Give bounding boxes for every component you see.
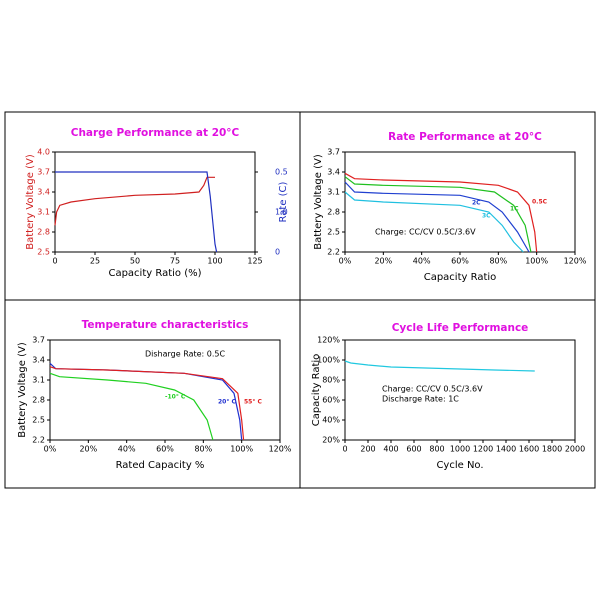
annotation: Discharge Rate: 1C	[382, 395, 459, 404]
x-tick-label: 40%	[413, 257, 431, 266]
x-tick-label: 20%	[79, 445, 97, 454]
x-tick-label: 25	[90, 257, 100, 266]
y2-tick-label: 0	[275, 248, 280, 257]
y2-tick-label: 1.0	[275, 208, 288, 217]
y-tick-label: 2.2	[327, 248, 340, 257]
x-axis-label: Capacity Ratio (%)	[108, 268, 201, 279]
series-line	[49, 372, 214, 441]
x-tick-label: 125	[247, 257, 262, 266]
y-tick-label: 80%	[322, 376, 340, 385]
y-tick-label: 2.8	[32, 396, 45, 405]
x-tick-label: 1200	[473, 445, 493, 454]
y-tick-label: 120%	[317, 336, 340, 345]
chart-title: Rate Performance at 20°C	[388, 131, 542, 143]
x-tick-label: 400	[383, 445, 398, 454]
annotation: Charge: CC/CV 0.5C/3.6V	[382, 385, 483, 394]
chart-title: Charge Performance at 20°C	[71, 127, 240, 139]
y-tick-label: 2.2	[32, 436, 45, 445]
x-tick-label: 60%	[156, 445, 174, 454]
series-label: 55° C	[244, 399, 262, 406]
annotation: Disharge Rate: 0.5C	[145, 350, 226, 359]
chart-title: Cycle Life Performance	[392, 322, 529, 334]
series-line	[344, 360, 535, 372]
x-tick-label: 0	[52, 257, 57, 266]
x-tick-label: 75	[170, 257, 180, 266]
series-line	[54, 176, 215, 226]
y2-tick-label: 0.5	[275, 168, 288, 177]
x-tick-label: 600	[406, 445, 421, 454]
x-axis-label: Rated Capacity %	[116, 460, 205, 471]
y-tick-label: 40%	[322, 416, 340, 425]
series-label: -10° C	[165, 394, 186, 401]
x-axis-label: Capacity Ratio	[424, 272, 497, 283]
y-tick-label: 3.1	[37, 208, 50, 217]
y-tick-label: 3.7	[32, 336, 45, 345]
x-tick-label: 1600	[519, 445, 539, 454]
x-tick-label: 120%	[269, 445, 292, 454]
y2-axis-label: Rate (C)	[278, 181, 289, 222]
y-tick-label: 60%	[322, 396, 340, 405]
x-tick-label: 50	[130, 257, 140, 266]
series-label: 3C	[482, 213, 491, 220]
x-tick-label: 40%	[118, 445, 136, 454]
y-tick-label: 3.4	[32, 356, 45, 365]
chart-title: Temperature characteristics	[82, 319, 249, 331]
series-line	[49, 366, 245, 441]
x-tick-label: 1800	[542, 445, 562, 454]
x-tick-label: 100%	[525, 257, 548, 266]
x-tick-label: 800	[429, 445, 444, 454]
y-tick-label: 2.5	[327, 228, 340, 237]
y-tick-label: 2.8	[327, 208, 340, 217]
x-tick-label: 100	[207, 257, 222, 266]
y-tick-label: 4.0	[37, 148, 50, 157]
y-tick-label: 3.7	[327, 148, 340, 157]
series-label: 0.5C	[532, 199, 548, 206]
x-tick-label: 80%	[489, 257, 507, 266]
y-tick-label: 2.5	[37, 248, 50, 257]
y-tick-label: 3.4	[327, 168, 340, 177]
x-tick-label: 200	[360, 445, 375, 454]
series-label: 2C	[472, 200, 481, 207]
annotation: Charge: CC/CV 0.5C/3.6V	[375, 228, 476, 237]
plot-area	[54, 151, 256, 253]
y-tick-label: 3.1	[32, 376, 45, 385]
y-tick-label: 100%	[317, 356, 340, 365]
x-tick-label: 1400	[496, 445, 516, 454]
y-axis-label: Battery Voltage (V)	[313, 154, 324, 250]
x-tick-label: 0%	[339, 257, 352, 266]
x-tick-label: 80%	[194, 445, 212, 454]
series-line	[344, 172, 538, 253]
x-tick-label: 1000	[450, 445, 470, 454]
x-tick-label: 60%	[451, 257, 469, 266]
y-axis-label: Battery Voltage (V)	[17, 342, 28, 438]
y-tick-label: 2.5	[32, 416, 45, 425]
x-tick-label: 0	[342, 445, 347, 454]
y-tick-label: 3.4	[37, 188, 50, 197]
y-tick-label: 20%	[322, 436, 340, 445]
y-tick-label: 3.7	[37, 168, 50, 177]
series-line	[344, 191, 524, 253]
series-line	[49, 362, 243, 441]
series-line	[344, 181, 530, 253]
series-line	[344, 176, 532, 253]
x-tick-label: 100%	[230, 445, 253, 454]
y-axis-label: Capacity Ratio	[311, 354, 322, 427]
series-label: 20° C	[218, 399, 236, 406]
x-tick-label: 120%	[564, 257, 587, 266]
x-tick-label: 2000	[565, 445, 585, 454]
y-axis-label: Battery Voltage (V)	[25, 154, 36, 250]
x-axis-label: Cycle No.	[436, 460, 483, 471]
series-label: 1C	[510, 206, 519, 213]
y-tick-label: 3.1	[327, 188, 340, 197]
x-tick-label: 0%	[44, 445, 57, 454]
series-line	[55, 171, 218, 253]
y-tick-label: 2.8	[37, 228, 50, 237]
x-tick-label: 20%	[374, 257, 392, 266]
